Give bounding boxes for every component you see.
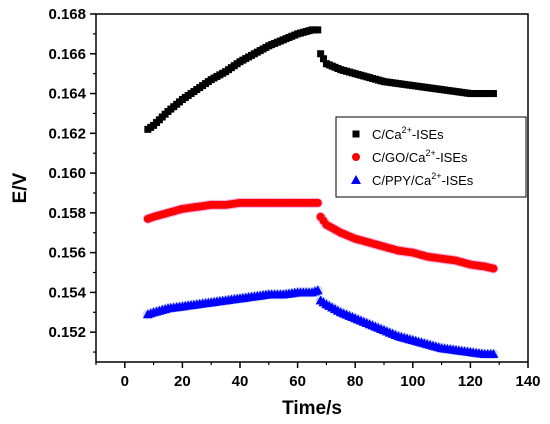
y-tick-label: 0.168 bbox=[48, 6, 86, 23]
y-tick-label: 0.166 bbox=[48, 46, 86, 63]
y-tick-label: 0.162 bbox=[48, 125, 86, 142]
series-square bbox=[144, 26, 497, 133]
y-tick-label: 0.156 bbox=[48, 245, 86, 262]
y-tick-label: 0.154 bbox=[48, 284, 86, 301]
x-tick-label: 0 bbox=[121, 373, 129, 390]
legend-entry-label: C/PPY/Ca2+-ISEs bbox=[372, 171, 474, 188]
legend-entry-label: C/GO/Ca2+-ISEs bbox=[372, 148, 468, 165]
data-point bbox=[320, 55, 328, 63]
y-tick-label: 0.164 bbox=[48, 86, 86, 103]
x-tick-label: 80 bbox=[347, 373, 364, 390]
data-point bbox=[317, 50, 325, 58]
series-triangle bbox=[142, 285, 499, 359]
y-tick-label: 0.160 bbox=[48, 165, 86, 182]
data-point bbox=[488, 349, 499, 359]
legend-box bbox=[335, 116, 527, 198]
data-point bbox=[489, 264, 498, 273]
series-circle bbox=[143, 198, 498, 273]
data-point bbox=[489, 90, 497, 98]
series-halo-layer bbox=[142, 197, 499, 359]
legend-marker bbox=[352, 130, 360, 138]
data-point bbox=[314, 26, 322, 34]
data-point bbox=[312, 285, 323, 295]
y-axis-title: E/V bbox=[10, 172, 31, 203]
x-tick-label: 140 bbox=[515, 373, 540, 390]
legend: C/Ca2+-ISEs C/GO/Ca2+-ISEs C/PPY/Ca2+-ISEs bbox=[335, 116, 527, 198]
x-tick-label: 20 bbox=[174, 373, 191, 390]
y-axis: 0.152 0.154 0.156 0.158 0.160 0.162 0.164 0.166… bbox=[48, 6, 96, 353]
series-marker-layer bbox=[142, 26, 499, 359]
y-tick-label: 0.152 bbox=[48, 324, 86, 341]
plot-frame bbox=[95, 13, 529, 363]
legend-entry-label: C/Ca2+-ISEs bbox=[372, 125, 444, 142]
legend-marker bbox=[351, 175, 361, 184]
series-halo bbox=[315, 295, 499, 359]
legend-marker bbox=[352, 153, 360, 161]
x-tick-label: 100 bbox=[400, 373, 425, 390]
data-point bbox=[313, 198, 322, 207]
x-tick-label: 120 bbox=[458, 373, 483, 390]
y-tick-label: 0.158 bbox=[48, 205, 86, 222]
x-axis: 0 20 40 60 80 100 120 140 bbox=[95, 362, 541, 390]
x-tick-label: 60 bbox=[289, 373, 306, 390]
x-axis-title: Time/s bbox=[282, 398, 342, 419]
x-tick-label: 40 bbox=[232, 373, 249, 390]
